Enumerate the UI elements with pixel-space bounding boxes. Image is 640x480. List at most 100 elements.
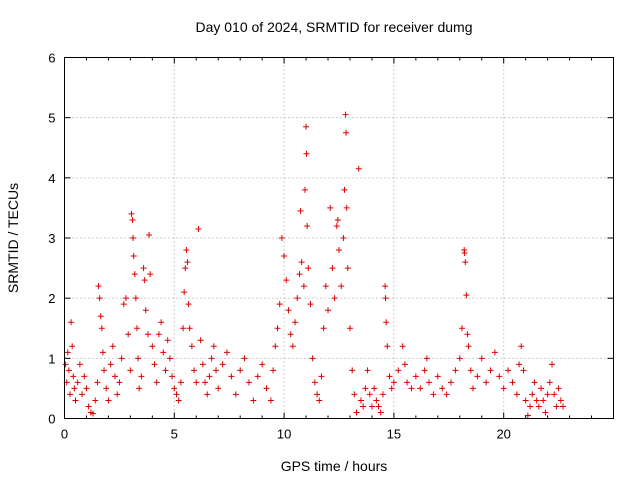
data-point: [487, 367, 494, 374]
data-point: [553, 403, 560, 410]
data-point: [316, 397, 323, 404]
data-point: [386, 373, 393, 380]
data-point: [140, 265, 147, 272]
y-tick-label: 4: [48, 171, 55, 186]
data-point: [182, 265, 189, 272]
data-point: [197, 337, 204, 344]
data-point: [81, 373, 88, 380]
data-point: [559, 403, 566, 410]
data-point: [173, 391, 180, 398]
data-point: [360, 403, 367, 410]
data-point: [327, 204, 334, 211]
data-point: [90, 410, 97, 417]
data-point: [206, 373, 213, 380]
data-point: [329, 265, 336, 272]
data-point: [184, 259, 191, 266]
data-point: [527, 403, 534, 410]
chart-title: Day 010 of 2024, SRMTID for receiver dum…: [195, 19, 472, 35]
data-point: [98, 325, 105, 332]
data-point: [138, 373, 145, 380]
data-point: [311, 379, 318, 386]
data-point: [254, 373, 261, 380]
data-point: [162, 367, 169, 374]
data-point: [399, 343, 406, 350]
data-point: [135, 355, 142, 362]
data-point: [270, 367, 277, 374]
data-point: [228, 373, 235, 380]
data-point: [469, 385, 476, 392]
data-point: [314, 391, 321, 398]
data-point: [483, 379, 490, 386]
data-point: [371, 385, 378, 392]
data-point: [320, 325, 327, 332]
data-point: [287, 331, 294, 338]
data-point: [281, 253, 288, 260]
data-point: [300, 283, 307, 290]
data-point: [294, 295, 301, 302]
data-point: [232, 391, 239, 398]
data-point: [158, 319, 165, 326]
data-point: [130, 235, 137, 241]
data-point: [318, 373, 325, 380]
data-point: [129, 216, 136, 223]
data-point: [549, 361, 556, 368]
plot-frame: [64, 57, 614, 419]
data-point: [208, 355, 215, 362]
y-tick-label: 5: [48, 111, 55, 126]
data-point: [388, 385, 395, 392]
data-point: [516, 361, 523, 368]
data-point: [362, 385, 369, 392]
data-point: [496, 373, 503, 380]
x-tick-label: 15: [387, 427, 401, 442]
data-point: [390, 379, 397, 386]
data-point: [191, 367, 198, 374]
data-point: [283, 277, 290, 284]
data-point: [224, 349, 231, 356]
data-point: [340, 235, 347, 241]
data-point: [112, 373, 119, 380]
data-point: [130, 253, 137, 260]
y-tick-label: 3: [48, 231, 55, 246]
data-point: [461, 250, 468, 257]
data-point: [464, 331, 471, 338]
data-point: [83, 385, 90, 392]
data-point: [412, 373, 419, 380]
data-point: [474, 373, 481, 380]
data-point: [141, 277, 148, 284]
axis-ticks: 0 1 2 3 4 5 6 0 5 10 15 20: [48, 51, 614, 442]
data-point: [97, 313, 104, 320]
data-point: [259, 361, 266, 368]
data-point: [149, 343, 156, 350]
data-point: [69, 343, 76, 350]
data-point: [94, 379, 101, 386]
data-point: [169, 373, 176, 380]
data-point: [382, 295, 389, 302]
data-point: [202, 379, 209, 386]
data-point: [74, 379, 81, 386]
data-point: [379, 391, 386, 398]
data-point: [171, 385, 178, 392]
data-point: [401, 361, 408, 368]
data-point: [301, 186, 308, 193]
data-point: [99, 349, 106, 356]
y-axis-label: SRMTID / TECUs: [5, 183, 21, 293]
data-point: [452, 367, 459, 374]
data-point: [65, 367, 72, 374]
data-point: [64, 349, 71, 356]
data-point: [426, 379, 433, 386]
y-tick-label: 1: [48, 351, 55, 366]
data-point: [285, 307, 292, 314]
data-point: [334, 216, 341, 223]
data-point: [292, 319, 299, 326]
data-point: [430, 391, 437, 398]
data-point: [351, 391, 358, 398]
data-point: [219, 361, 226, 368]
data-point: [373, 397, 380, 404]
y-tick-label: 0: [48, 412, 55, 427]
data-point: [309, 355, 316, 362]
data-point: [462, 259, 469, 266]
data-point: [125, 331, 132, 338]
data-point: [180, 325, 187, 332]
data-point: [263, 385, 270, 392]
